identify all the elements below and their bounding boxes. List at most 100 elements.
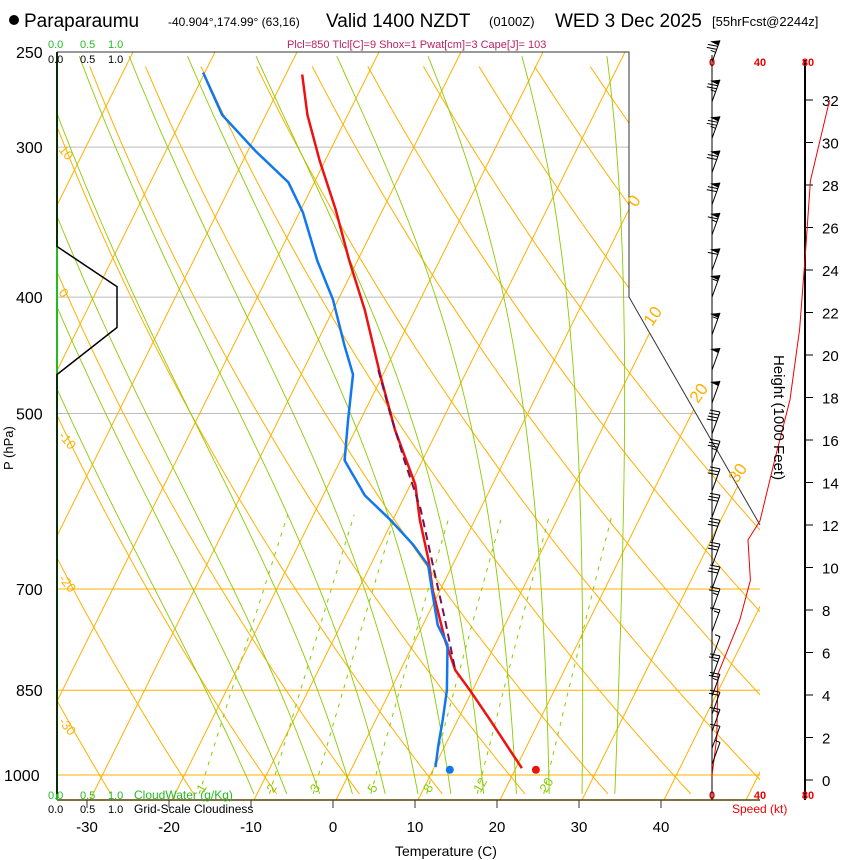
isotherm-line xyxy=(828,52,850,800)
wind-barb-staff xyxy=(711,150,721,173)
dry-adiabat-line xyxy=(57,66,278,795)
plot-frame xyxy=(56,51,761,801)
isotherm-line xyxy=(745,52,760,800)
wind-barb-staff xyxy=(711,468,721,492)
svg-text:0.5: 0.5 xyxy=(80,804,95,816)
dry-adiabat-line xyxy=(311,66,760,795)
wind-barb-feather xyxy=(712,278,719,282)
dry-adiabat-label: 10 xyxy=(56,142,77,163)
wind-barb-feather xyxy=(708,567,720,571)
wind-barb-flag xyxy=(710,212,720,218)
wind-barb-feather xyxy=(709,671,721,675)
height-tick-label: 14 xyxy=(822,476,839,493)
wind-barb-feather xyxy=(712,592,719,596)
wind-barb-feather xyxy=(706,46,717,50)
wind-barb-feather xyxy=(709,707,721,711)
moist-adiabat-line xyxy=(255,56,485,794)
wind-barb-feather xyxy=(709,689,721,693)
wind-barb xyxy=(706,150,721,173)
dry-adiabat-line xyxy=(144,66,609,795)
wind-barb-feather xyxy=(709,564,721,568)
moist-adiabat-line xyxy=(606,56,626,794)
utc-time: (0100Z) xyxy=(489,14,535,29)
height-tick-label: 4 xyxy=(822,688,830,705)
wind-barb-feather xyxy=(708,469,720,473)
height-tick-label: 0 xyxy=(822,773,830,790)
wind-barb-feather xyxy=(708,495,720,499)
mixing-ratio-label: 3 xyxy=(307,781,324,795)
svg-text:1.0: 1.0 xyxy=(108,804,123,816)
svg-text:0.5: 0.5 xyxy=(80,39,95,51)
wind-barb-feather xyxy=(711,447,717,451)
isotherm-line xyxy=(57,52,134,800)
isotherm-line xyxy=(335,52,708,800)
wind-barb-feather xyxy=(708,441,720,445)
wind-barb-feather xyxy=(709,517,721,521)
wind-barb xyxy=(707,212,721,236)
wind-barb-flag xyxy=(710,79,720,85)
wind-speed-tick-label: 40 xyxy=(754,790,766,802)
mixing-ratio-label: 2 xyxy=(263,781,280,795)
isotherm-label: 30 xyxy=(725,460,751,486)
wind-barb-feather xyxy=(707,498,718,502)
wind-barb-feather xyxy=(706,418,717,422)
wind-barb-staff xyxy=(711,248,721,271)
isotherm-line xyxy=(57,52,380,800)
pressure-tick-label: 250 xyxy=(16,45,43,62)
cloudwater-label: CloudWater (g/Kg) xyxy=(134,788,233,802)
x-tick-label: -30 xyxy=(76,819,98,836)
station-dot-icon xyxy=(9,15,19,25)
wind-barb-flag xyxy=(710,380,720,386)
wind-barb xyxy=(706,182,721,205)
wind-barb-feather xyxy=(707,186,718,190)
wind-speed-tick-label-top: 80 xyxy=(802,57,814,69)
dry-adiabat-line xyxy=(89,66,526,795)
x-tick-label: 30 xyxy=(571,819,588,836)
dry-adiabat-line xyxy=(645,66,760,795)
wind-barb-feather xyxy=(707,570,718,574)
isotherm-label: 0 xyxy=(624,192,645,211)
wind-barb-feather xyxy=(712,659,719,663)
mixing-ratio-line xyxy=(198,514,289,795)
wind-barb-staff xyxy=(711,742,721,765)
wind-barb-feather xyxy=(709,586,721,590)
dry-adiabat-line xyxy=(534,66,760,795)
wind-barb-feather xyxy=(708,520,720,524)
wind-barb-feather xyxy=(706,122,717,126)
wind-barb xyxy=(707,517,721,543)
moist-adiabat-line xyxy=(57,56,255,795)
height-tick-label: 24 xyxy=(822,263,839,280)
moist-adiabat-line xyxy=(57,56,288,795)
moist-adiabat-line xyxy=(521,56,584,794)
wind-barb xyxy=(707,466,721,492)
wind-barb-feather xyxy=(712,316,719,320)
wind-speed-label: Speed (kt) xyxy=(732,802,787,816)
x-tick-label: 0 xyxy=(329,819,337,836)
moist-adiabat-line xyxy=(57,56,353,795)
moist-adiabat-line xyxy=(336,56,517,794)
wind-barb-feather xyxy=(710,49,716,53)
dry-adiabat-line xyxy=(367,66,760,795)
wind-barb xyxy=(710,312,721,336)
wind-barb-feather xyxy=(709,653,721,657)
surface-temperature-dot xyxy=(531,765,540,774)
wind-barb-feather xyxy=(707,444,718,448)
wind-barb-feather xyxy=(709,723,721,727)
height-tick-label: 32 xyxy=(822,93,839,110)
wind-barb-feather xyxy=(709,492,721,496)
dewpoint-line xyxy=(201,71,449,768)
wind-barb-staff xyxy=(711,609,721,633)
parcel-line xyxy=(377,369,457,671)
wind-barb-feather xyxy=(707,43,718,47)
wind-barb xyxy=(710,274,721,298)
wind-barb-feather xyxy=(708,656,720,660)
wind-barb-staff xyxy=(711,726,721,749)
dry-adiabat-line xyxy=(57,66,195,795)
wind-barb xyxy=(710,380,721,404)
x-tick-label: 40 xyxy=(653,819,670,836)
wind-barb-feather xyxy=(709,541,721,545)
height-tick-label: 10 xyxy=(822,561,839,578)
wind-barb xyxy=(708,653,721,678)
wind-barb-flag xyxy=(710,248,720,254)
